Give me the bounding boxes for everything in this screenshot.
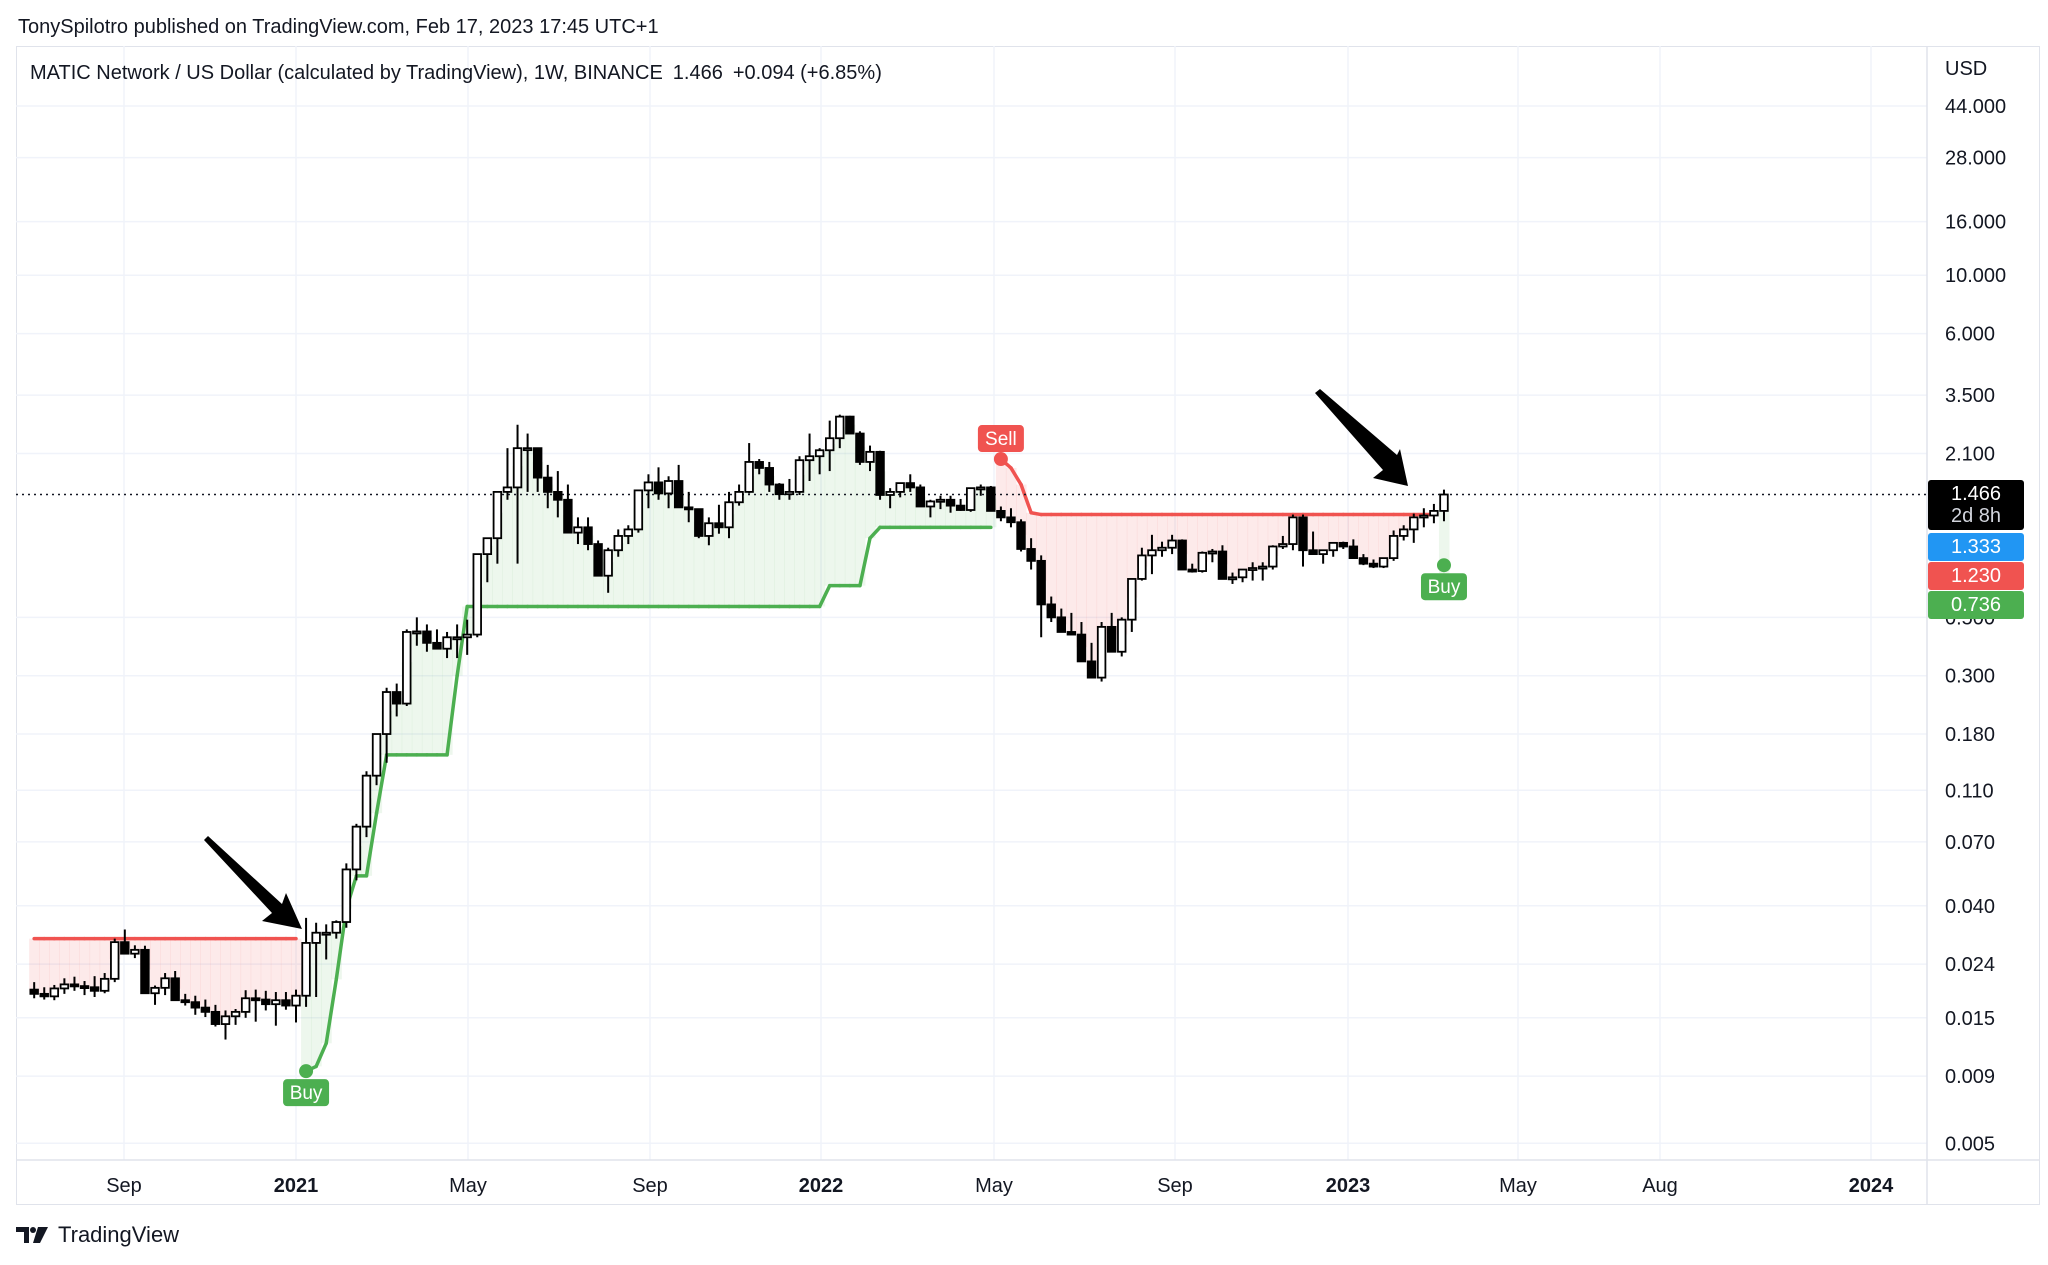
- price-tick: 0.300: [1945, 666, 1995, 688]
- last-price-tag: 1.466 2d 8h: [1928, 480, 2024, 530]
- time-tick: 2023: [1326, 1175, 1371, 1197]
- supertrend-red-tag: 1.230: [1928, 562, 2024, 590]
- supertrend-green-tag: 0.736: [1928, 591, 2024, 619]
- price-tick: 16.000: [1945, 212, 2006, 234]
- price-tick: 0.040: [1945, 896, 1995, 918]
- bar-countdown: 2d 8h: [1950, 505, 2002, 527]
- price-tick: 0.015: [1945, 1008, 1995, 1030]
- price-tick: 0.009: [1945, 1066, 1995, 1088]
- time-tick: May: [1499, 1175, 1537, 1197]
- symbol-title: MATIC Network / US Dollar (calculated by…: [30, 62, 663, 84]
- footer-brand-text: TradingView: [58, 1222, 180, 1247]
- supertrend-lines: [32, 457, 1436, 1073]
- price-tick: 0.005: [1945, 1133, 1995, 1155]
- price-tick: 6.000: [1945, 324, 1995, 346]
- arrow-icon: [204, 836, 302, 929]
- last-price-value: 1.466: [1950, 483, 2002, 505]
- time-tick: 2024: [1849, 1175, 1894, 1197]
- svg-text:Sell: Sell: [985, 429, 1017, 450]
- time-tick: Aug: [1642, 1175, 1678, 1197]
- price-tick: 28.000: [1945, 148, 2006, 170]
- time-tick: 2021: [274, 1175, 319, 1197]
- blue-price-tag: 1.333: [1928, 533, 2024, 561]
- time-tick: Sep: [106, 1175, 142, 1197]
- signal-sell-label: Sell: [977, 425, 1024, 467]
- price-tick: 3.500: [1945, 385, 1995, 407]
- time-tick: Sep: [632, 1175, 668, 1197]
- signal-labels: Buy Sell Buy: [283, 425, 1467, 1107]
- publisher-line: TonySpilotro published on TradingView.co…: [18, 16, 659, 38]
- legend-price: 1.466: [672, 62, 723, 84]
- svg-text:Buy: Buy: [290, 1083, 323, 1104]
- time-tick: May: [975, 1175, 1013, 1197]
- price-tick: 0.070: [1945, 832, 1995, 854]
- arrow-2021-breakout: [204, 836, 302, 929]
- arrow-icon: [1315, 389, 1408, 486]
- tradingview-logo-icon: [16, 1227, 48, 1243]
- currency-label: USD: [1945, 58, 1987, 80]
- signal-buy-label: Buy: [1420, 558, 1467, 601]
- arrow-2023-breakout: [1315, 389, 1408, 486]
- price-tick: 2.100: [1945, 443, 1995, 465]
- symbol-legend: MATIC Network / US Dollar (calculated by…: [30, 62, 892, 85]
- price-tick: 0.024: [1945, 954, 1995, 976]
- time-axis[interactable]: Sep 2021 May Sep 2022 May Sep 2023 May Aug 2024: [106, 1175, 1894, 1197]
- legend-change: +0.094 (+6.85%): [732, 62, 882, 84]
- price-tick: 0.180: [1945, 724, 1995, 746]
- chart-frame: [16, 46, 2040, 1205]
- price-tick: 44.000: [1945, 96, 2006, 118]
- time-tick: Sep: [1157, 1175, 1193, 1197]
- svg-text:Buy: Buy: [1428, 577, 1461, 598]
- price-tick: 0.110: [1945, 780, 1994, 802]
- footer-brand[interactable]: TradingView: [16, 1222, 179, 1248]
- time-tick: 2022: [799, 1175, 844, 1197]
- price-tick: 10.000: [1945, 265, 2006, 287]
- supertrend-fills: [29, 424, 1450, 1072]
- signal-buy-label: Buy: [283, 1064, 330, 1107]
- candlesticks: [29, 414, 1449, 1040]
- time-tick: May: [449, 1175, 487, 1197]
